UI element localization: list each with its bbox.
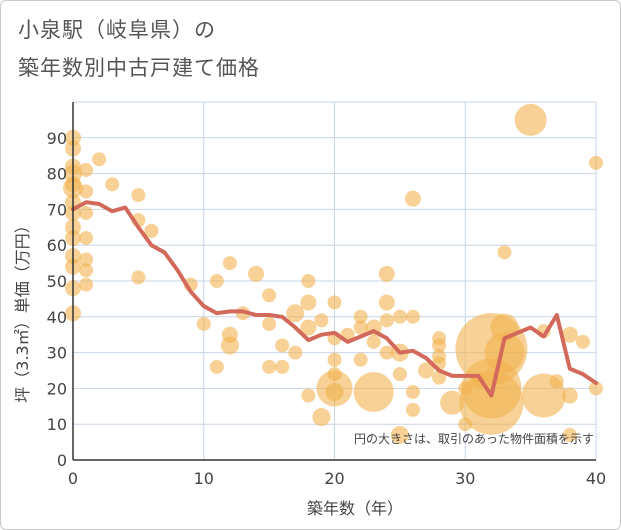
data-point xyxy=(275,359,290,374)
data-point xyxy=(301,274,316,288)
axes xyxy=(72,102,596,461)
trend-line xyxy=(71,200,598,398)
y-tick-label: 70 xyxy=(47,200,67,219)
y-tick-label: 50 xyxy=(47,272,67,291)
data-point xyxy=(353,352,368,367)
x-tick-label: 20 xyxy=(324,469,344,488)
chart-title-line1: 小泉駅（岐阜県）の xyxy=(18,18,216,42)
data-point xyxy=(79,163,94,178)
data-point xyxy=(353,309,368,324)
x-axis-label: 築年数（年） xyxy=(307,499,403,518)
y-tick-label: 90 xyxy=(47,129,67,148)
data-point xyxy=(378,265,395,282)
tick-labels: 0 10 20 30 40 0 10 20 30 40 50 60 70 80 90 xyxy=(47,129,607,488)
bubble-series xyxy=(63,103,603,444)
y-tick-label: 80 xyxy=(47,165,67,184)
data-point xyxy=(196,316,211,331)
data-point xyxy=(589,381,603,396)
data-point xyxy=(562,427,577,442)
x-tick-label: 0 xyxy=(68,469,78,488)
data-point xyxy=(312,408,331,427)
data-point xyxy=(79,231,94,246)
data-point xyxy=(286,304,305,323)
data-point xyxy=(440,390,465,415)
data-point xyxy=(220,336,239,355)
data-point xyxy=(288,345,303,360)
data-point xyxy=(131,188,146,203)
data-point xyxy=(379,345,394,360)
data-point xyxy=(390,425,409,444)
y-tick-label: 40 xyxy=(47,308,67,327)
data-point xyxy=(497,245,512,260)
data-point xyxy=(79,184,94,199)
data-point xyxy=(105,177,120,192)
data-point xyxy=(589,155,603,170)
data-point xyxy=(561,326,578,343)
data-point xyxy=(300,294,317,311)
y-tick-label: 60 xyxy=(47,236,67,255)
data-point xyxy=(314,313,329,328)
data-point xyxy=(353,320,368,335)
data-point xyxy=(379,313,394,328)
data-point xyxy=(275,338,290,353)
data-point xyxy=(79,263,94,278)
data-point xyxy=(432,370,447,385)
data-point xyxy=(79,277,94,292)
data-point xyxy=(404,190,421,207)
data-point xyxy=(327,352,342,367)
data-point xyxy=(300,319,317,336)
data-point xyxy=(353,371,394,412)
data-point xyxy=(301,388,316,403)
data-point xyxy=(405,309,420,324)
data-point xyxy=(418,362,435,379)
trend-line-group xyxy=(71,200,598,398)
data-point xyxy=(209,359,224,374)
data-point xyxy=(575,334,590,349)
x-tick-label: 40 xyxy=(586,469,606,488)
data-point xyxy=(549,374,564,389)
data-point xyxy=(262,288,277,303)
data-point xyxy=(248,265,265,282)
y-axis-label: 坪（3.3㎡）単価（万円） xyxy=(13,217,32,402)
data-point xyxy=(378,294,395,311)
data-point xyxy=(366,334,381,349)
bubble-size-note: 円の大きさは、取引のあった物件面積を示す xyxy=(354,431,594,446)
data-point xyxy=(144,223,159,238)
data-point xyxy=(405,402,420,417)
data-point xyxy=(484,332,525,373)
y-tick-label: 20 xyxy=(47,379,67,398)
x-tick-label: 10 xyxy=(194,469,214,488)
data-point xyxy=(262,359,277,374)
data-point xyxy=(561,387,578,404)
y-tick-label: 0 xyxy=(57,451,67,470)
data-point xyxy=(131,270,146,285)
y-tick-label: 10 xyxy=(47,415,67,434)
data-point xyxy=(514,103,547,136)
data-point xyxy=(222,256,237,271)
data-point xyxy=(209,274,224,288)
data-point xyxy=(392,367,407,382)
y-tick-label: 30 xyxy=(47,344,67,363)
x-tick-label: 30 xyxy=(455,469,475,488)
data-point xyxy=(79,205,94,220)
data-point xyxy=(432,338,447,353)
data-point xyxy=(459,370,524,435)
data-point xyxy=(92,152,107,167)
data-point xyxy=(325,382,344,401)
data-point xyxy=(262,316,277,331)
data-point xyxy=(405,384,420,399)
data-point xyxy=(392,309,407,324)
data-point xyxy=(79,252,94,267)
data-point xyxy=(327,295,342,310)
chart-title-line2: 築年数別中古戸建て価格 xyxy=(18,56,260,80)
